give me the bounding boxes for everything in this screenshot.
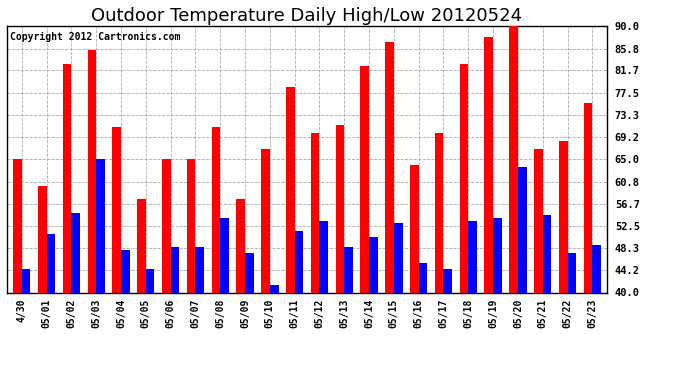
Bar [237,200,245,375]
Bar [484,37,493,375]
Bar [96,159,105,375]
Bar [121,250,130,375]
Bar [286,87,295,375]
Bar [71,213,80,375]
Bar [13,159,22,375]
Bar [410,165,419,375]
Bar [112,128,121,375]
Bar [518,167,526,375]
Bar [534,149,543,375]
Bar [63,63,71,375]
Bar [212,128,220,375]
Bar [170,247,179,375]
Bar [146,268,155,375]
Bar [559,141,567,375]
Bar [385,42,394,375]
Bar [162,159,170,375]
Bar [419,263,427,375]
Bar [360,66,369,375]
Title: Outdoor Temperature Daily High/Low 20120524: Outdoor Temperature Daily High/Low 20120… [92,7,522,25]
Bar [22,268,30,375]
Bar [195,247,204,375]
Bar [394,223,402,375]
Bar [592,244,601,375]
Bar [435,133,444,375]
Bar [493,218,502,375]
Bar [460,63,469,375]
Bar [47,234,55,375]
Bar [509,21,518,375]
Bar [319,220,328,375]
Bar [88,50,96,375]
Bar [369,237,377,375]
Bar [444,268,452,375]
Bar [270,285,279,375]
Bar [469,220,477,375]
Bar [310,133,319,375]
Bar [261,149,270,375]
Bar [187,159,195,375]
Bar [220,218,229,375]
Bar [543,215,551,375]
Bar [137,200,146,375]
Bar [245,253,254,375]
Bar [584,104,592,375]
Bar [38,186,47,375]
Bar [335,125,344,375]
Bar [295,231,304,375]
Bar [344,247,353,375]
Text: Copyright 2012 Cartronics.com: Copyright 2012 Cartronics.com [10,32,180,42]
Bar [567,253,576,375]
